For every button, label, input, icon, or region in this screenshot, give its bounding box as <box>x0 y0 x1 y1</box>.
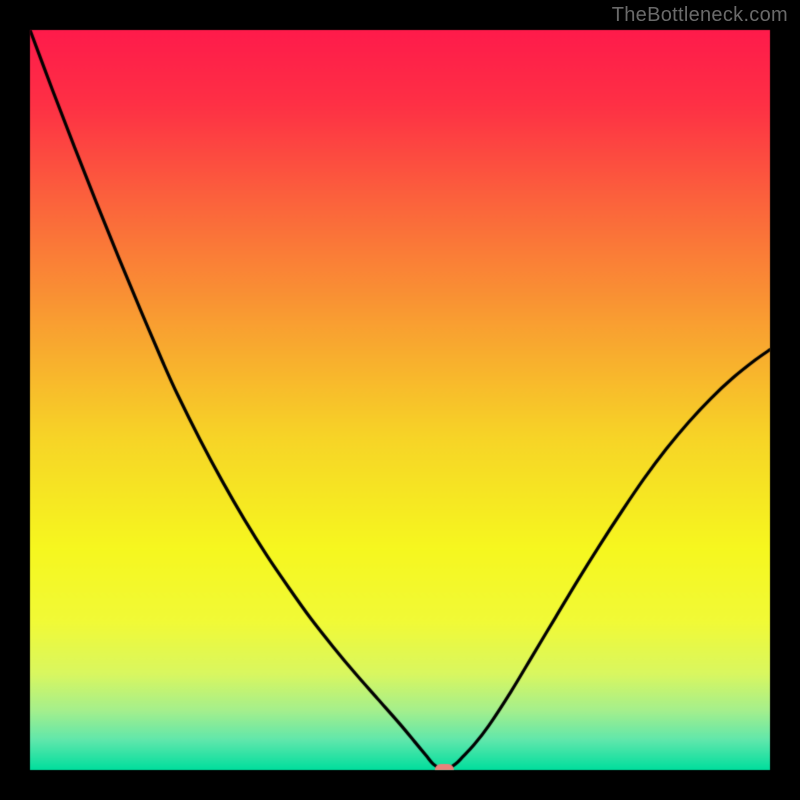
watermark-label: TheBottleneck.com <box>612 4 788 27</box>
chart-stage: TheBottleneck.com <box>0 0 800 800</box>
bottleneck-curve <box>0 0 800 800</box>
